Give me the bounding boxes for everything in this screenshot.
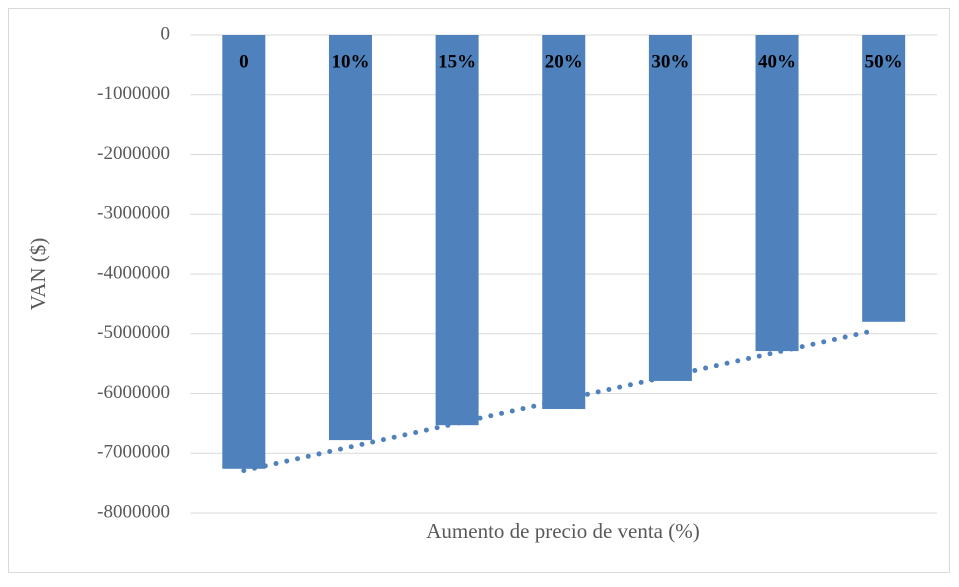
y-tick-label: 0	[161, 23, 171, 44]
y-tick-label: -5000000	[97, 322, 170, 343]
y-tick-label: -7000000	[97, 442, 170, 463]
bar	[648, 35, 692, 381]
category-label: 40%	[758, 51, 796, 72]
bar	[542, 35, 586, 410]
category-label: 0	[239, 51, 249, 72]
y-tick-label: -2000000	[97, 143, 170, 164]
category-label: 15%	[438, 51, 476, 72]
y-tick-label: -1000000	[97, 83, 170, 104]
x-axis-title: Aumento de precio de venta (%)	[426, 519, 699, 543]
category-label: 50%	[865, 51, 903, 72]
category-label: 30%	[651, 51, 689, 72]
category-label: 10%	[331, 51, 369, 72]
category-label: 20%	[545, 51, 583, 72]
y-tick-label: -3000000	[97, 203, 170, 224]
bar	[328, 35, 372, 441]
bar	[222, 35, 266, 469]
trendline	[241, 329, 873, 474]
y-tick-label: -6000000	[97, 382, 170, 403]
bar	[862, 35, 906, 322]
bar	[755, 35, 799, 352]
y-tick-label: -8000000	[97, 501, 170, 522]
y-tick-label: -4000000	[97, 262, 170, 283]
bar	[435, 35, 479, 426]
y-axis-title: VAN ($)	[26, 238, 50, 311]
